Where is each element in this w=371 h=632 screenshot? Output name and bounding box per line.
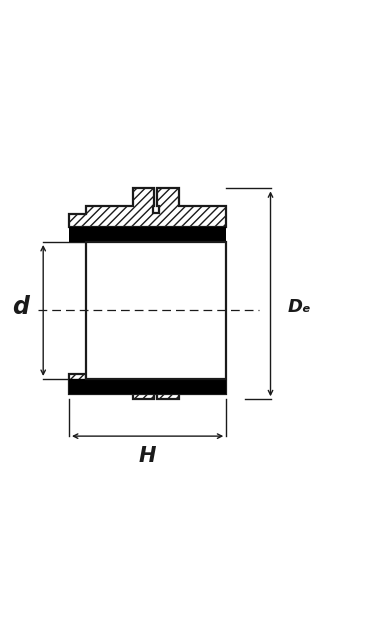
Bar bbox=[69, 228, 226, 242]
Polygon shape bbox=[69, 374, 226, 399]
Polygon shape bbox=[69, 188, 226, 228]
Text: H: H bbox=[139, 446, 156, 466]
Text: Dₑ: Dₑ bbox=[287, 298, 311, 316]
Bar bbox=[69, 379, 226, 394]
Text: d: d bbox=[12, 295, 29, 319]
Bar bbox=[86, 242, 226, 379]
